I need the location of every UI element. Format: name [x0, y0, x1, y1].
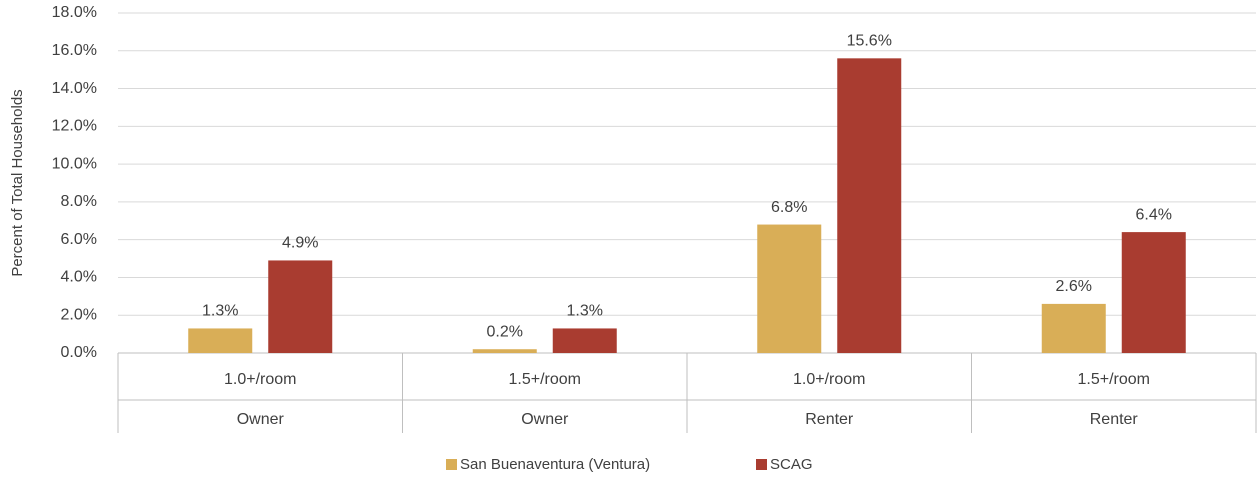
x-tick-label: 1.0+/room	[224, 371, 296, 388]
x-tick-label: 1.5+/room	[1078, 371, 1150, 388]
x-tick-label: 1.0+/room	[793, 371, 865, 388]
legend-swatch	[446, 459, 457, 470]
value-label: 1.3%	[567, 303, 603, 320]
y-tick-label: 2.0%	[61, 306, 97, 323]
y-tick-label: 6.0%	[61, 231, 97, 248]
value-label: 2.6%	[1056, 278, 1092, 295]
y-tick-label: 16.0%	[52, 42, 97, 59]
bar	[188, 328, 253, 353]
y-tick-label: 0.0%	[61, 344, 97, 361]
value-label: 6.8%	[771, 199, 807, 216]
y-tick-label: 10.0%	[52, 155, 97, 172]
value-label: 4.9%	[282, 235, 318, 252]
value-label: 6.4%	[1136, 206, 1172, 223]
legend-swatch	[756, 459, 767, 470]
value-label: 1.3%	[202, 303, 238, 320]
value-label: 0.2%	[487, 323, 523, 340]
bar	[1121, 232, 1186, 353]
y-tick-label: 14.0%	[52, 80, 97, 97]
y-tick-label: 18.0%	[52, 4, 97, 21]
bar	[837, 58, 902, 353]
y-tick-label: 4.0%	[61, 269, 97, 286]
y-tick-label: 8.0%	[61, 193, 97, 210]
bar	[757, 224, 822, 353]
bar	[1041, 303, 1106, 353]
bar	[268, 260, 333, 353]
x-group-label: Renter	[1090, 411, 1139, 428]
x-group-label: Renter	[805, 411, 854, 428]
legend-label: San Buenaventura (Ventura)	[460, 456, 650, 473]
x-group-label: Owner	[521, 411, 569, 428]
x-group-label: Owner	[237, 411, 285, 428]
y-tick-label: 12.0%	[52, 118, 97, 135]
bar	[472, 349, 537, 353]
value-label: 15.6%	[847, 33, 892, 50]
x-tick-label: 1.5+/room	[509, 371, 581, 388]
legend-label: SCAG	[770, 456, 813, 473]
bar	[552, 328, 617, 353]
y-axis-label: Percent of Total Households	[9, 89, 26, 276]
